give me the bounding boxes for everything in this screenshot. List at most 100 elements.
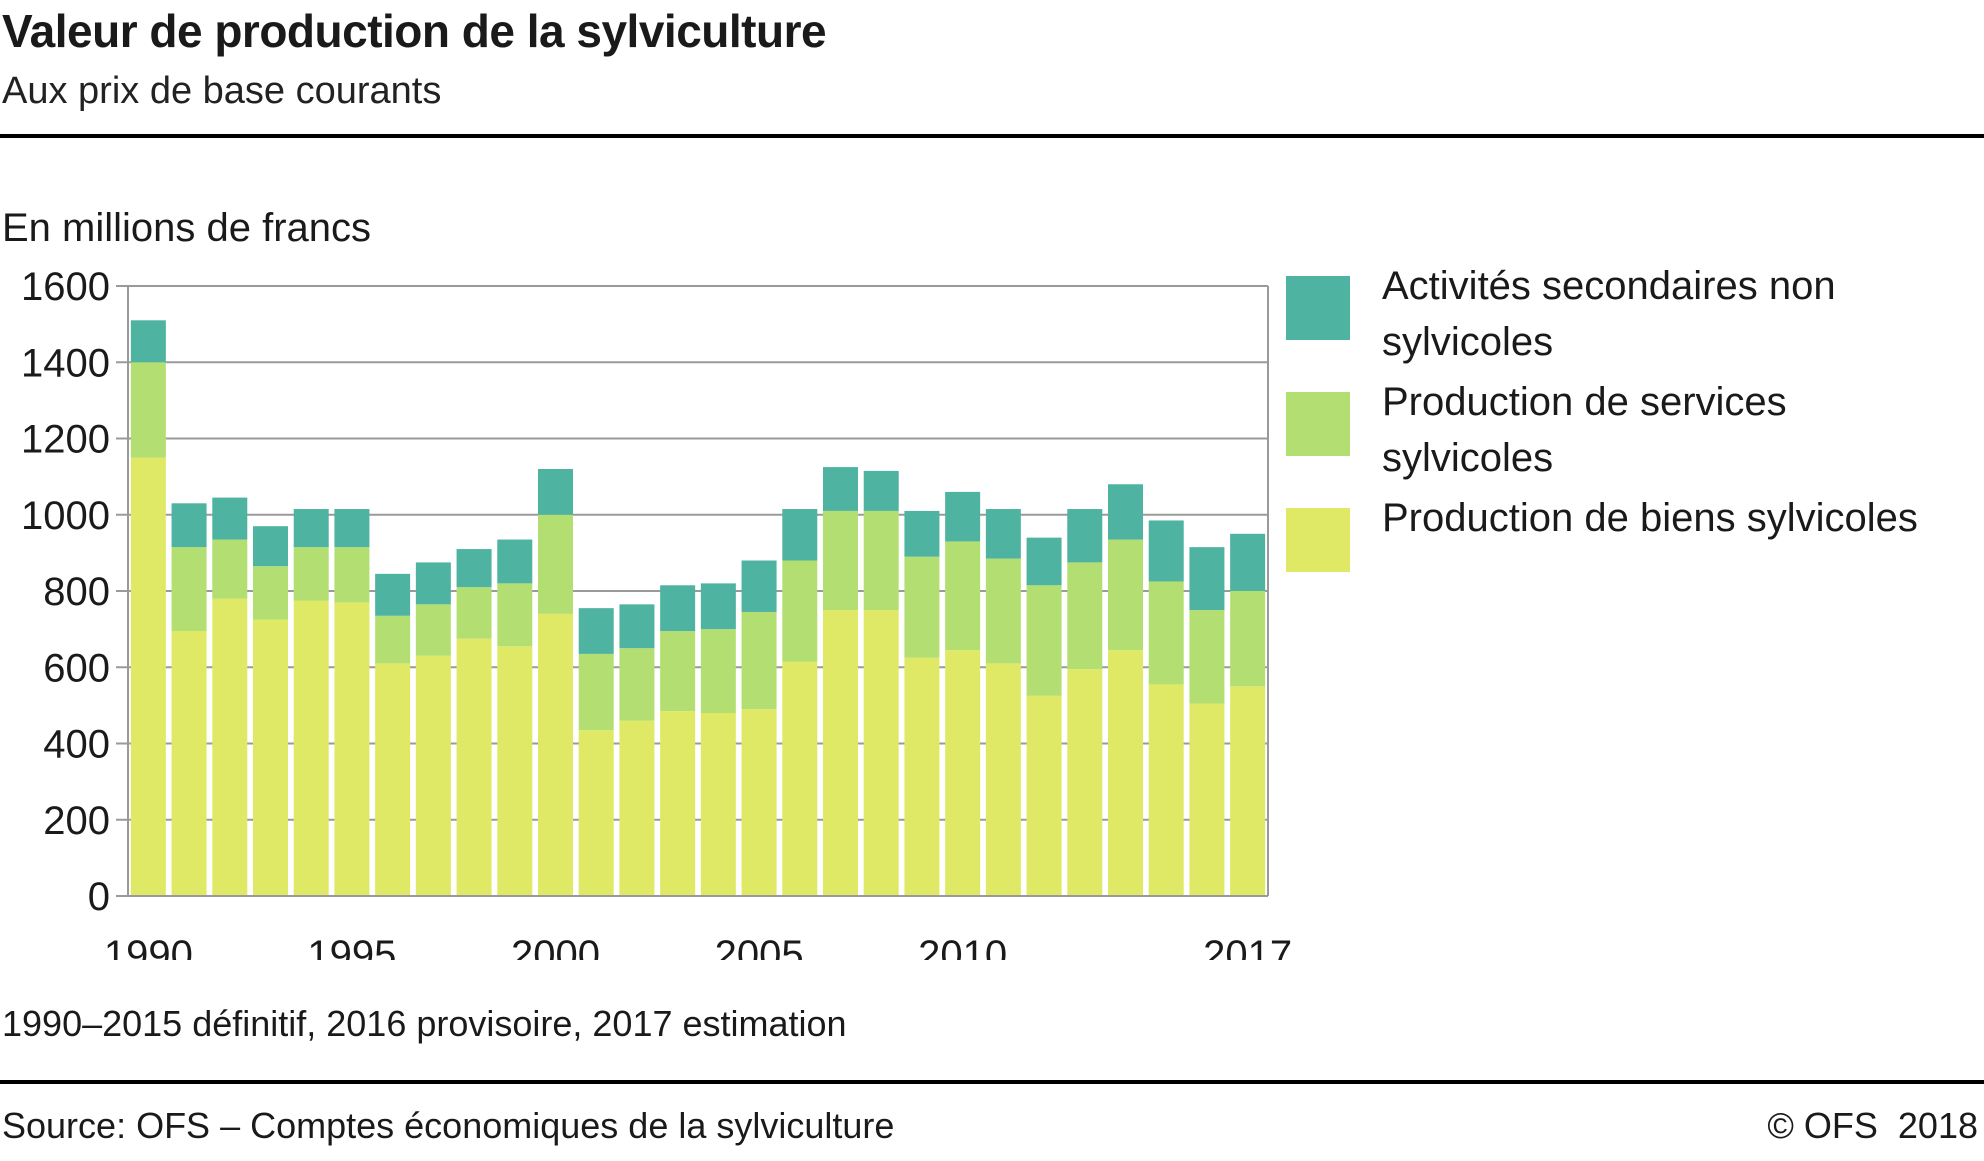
bar-production-de-biens-sylvicoles-2007 <box>823 610 858 896</box>
bar-production-de-services-sylvicoles-2011 <box>985 558 1021 664</box>
y-tick-label-1000: 1000 <box>21 494 110 538</box>
bar-activites-secondaires-non-sylvicoles-2015 <box>1148 520 1184 582</box>
bar-production-de-services-sylvicoles-2001 <box>578 653 614 731</box>
chart-subtitle: Aux prix de base courants <box>2 70 442 112</box>
bar-production-de-services-sylvicoles-2002 <box>619 648 655 721</box>
bar-production-de-services-sylvicoles-1995 <box>334 547 370 603</box>
x-tick-label-1990: 1990 <box>104 933 193 960</box>
bar-activites-secondaires-non-sylvicoles-2009 <box>904 510 940 557</box>
bar-chart: 0 200 400 600 800 1000 1200 1400 1600 1990 1995 200… <box>21 265 1292 960</box>
bar-activites-secondaires-non-sylvicoles-1999 <box>497 539 533 584</box>
y-tick-label-1200: 1200 <box>21 418 110 462</box>
bar-activites-secondaires-non-sylvicoles-2008 <box>863 470 899 511</box>
x-tick-label-2000: 2000 <box>511 933 600 960</box>
bar-production-de-services-sylvicoles-2010 <box>945 541 981 651</box>
y-tick-label-200: 200 <box>43 799 110 843</box>
bar-production-de-services-sylvicoles-1996 <box>375 615 411 664</box>
legend-label-activites: Activités secondaires non sylvicoles <box>1382 264 1836 364</box>
bar-production-de-services-sylvicoles-2009 <box>904 556 940 658</box>
bar-activites-secondaires-non-sylvicoles-2000 <box>538 469 573 515</box>
bar-production-de-biens-sylvicoles-2015 <box>1148 684 1184 896</box>
bar-activites-secondaires-non-sylvicoles-1998 <box>456 549 492 588</box>
bar-activites-secondaires-non-sylvicoles-2005 <box>741 560 777 612</box>
legend-item-services: Production de services sylvicoles <box>1286 374 1976 490</box>
bar-activites-secondaires-non-sylvicoles-2003 <box>660 585 696 632</box>
y-tick-label-800: 800 <box>43 570 110 614</box>
x-tick-label-2010: 2010 <box>918 933 1007 960</box>
bar-activites-secondaires-non-sylvicoles-2017 <box>1230 533 1266 591</box>
bar-production-de-biens-sylvicoles-2014 <box>1108 650 1143 896</box>
bar-production-de-biens-sylvicoles-2003 <box>660 711 696 896</box>
bar-production-de-biens-sylvicoles-2002 <box>619 720 655 896</box>
bar-production-de-services-sylvicoles-2012 <box>1026 585 1062 696</box>
top-rule <box>0 134 1984 138</box>
bar-activites-secondaires-non-sylvicoles-2001 <box>578 608 614 654</box>
bar-production-de-biens-sylvicoles-1997 <box>415 655 451 896</box>
chart-title: Valeur de production de la sylviculture <box>2 5 827 57</box>
bar-production-de-biens-sylvicoles-1998 <box>456 638 492 896</box>
bar-production-de-services-sylvicoles-2016 <box>1189 610 1225 704</box>
bar-production-de-services-sylvicoles-1990 <box>130 362 166 458</box>
bar-production-de-services-sylvicoles-2000 <box>538 514 573 614</box>
bar-production-de-biens-sylvicoles-2001 <box>578 730 614 896</box>
bar-production-de-services-sylvicoles-2003 <box>660 631 696 712</box>
bar-activites-secondaires-non-sylvicoles-1992 <box>212 497 248 540</box>
bar-production-de-biens-sylvicoles-2008 <box>863 610 899 896</box>
legend-label-services: Production de services sylvicoles <box>1382 380 1787 480</box>
source-text: Source: OFS – Comptes économiques de la … <box>2 1105 895 1146</box>
legend-swatch-services <box>1286 392 1350 456</box>
bar-production-de-biens-sylvicoles-2016 <box>1189 703 1225 896</box>
bar-activites-secondaires-non-sylvicoles-2010 <box>945 491 981 542</box>
bar-activites-secondaires-non-sylvicoles-2016 <box>1189 547 1225 611</box>
x-tick-label-2017: 2017 <box>1203 933 1292 960</box>
bar-activites-secondaires-non-sylvicoles-2004 <box>700 583 736 630</box>
bar-production-de-biens-sylvicoles-2017 <box>1230 686 1266 896</box>
bar-production-de-biens-sylvicoles-2009 <box>904 657 940 896</box>
bar-production-de-services-sylvicoles-1992 <box>212 539 248 599</box>
bar-production-de-services-sylvicoles-2006 <box>782 560 818 662</box>
legend-label-biens: Production de biens sylvicoles <box>1382 496 1918 540</box>
y-tick-label-1400: 1400 <box>21 341 110 385</box>
bar-production-de-services-sylvicoles-2007 <box>823 510 858 611</box>
bar-production-de-biens-sylvicoles-1995 <box>334 602 370 896</box>
bar-production-de-biens-sylvicoles-1993 <box>253 619 288 896</box>
bar-production-de-biens-sylvicoles-2005 <box>741 709 777 896</box>
bar-activites-secondaires-non-sylvicoles-2014 <box>1108 484 1143 540</box>
bar-activites-secondaires-non-sylvicoles-1995 <box>334 509 370 548</box>
legend-item-biens: Production de biens sylvicoles <box>1286 490 1976 606</box>
bar-activites-secondaires-non-sylvicoles-2011 <box>985 509 1021 559</box>
bar-production-de-services-sylvicoles-2014 <box>1108 539 1143 651</box>
bottom-rule <box>0 1080 1984 1084</box>
bar-production-de-services-sylvicoles-1994 <box>293 547 329 601</box>
bar-production-de-biens-sylvicoles-2004 <box>700 713 736 896</box>
y-axis-unit-label: En millions de francs <box>2 206 372 250</box>
bar-production-de-services-sylvicoles-2005 <box>741 611 777 710</box>
bar-activites-secondaires-non-sylvicoles-1991 <box>171 503 207 548</box>
bar-production-de-biens-sylvicoles-2012 <box>1026 695 1062 896</box>
bar-production-de-services-sylvicoles-2008 <box>863 510 899 611</box>
bar-activites-secondaires-non-sylvicoles-2013 <box>1067 509 1103 563</box>
bar-activites-secondaires-non-sylvicoles-2006 <box>782 509 818 561</box>
legend-item-activites: Activités secondaires non sylvicoles <box>1286 258 1976 374</box>
bar-activites-secondaires-non-sylvicoles-1993 <box>253 526 288 567</box>
bar-production-de-services-sylvicoles-2013 <box>1067 562 1103 670</box>
bar-production-de-services-sylvicoles-2004 <box>700 629 736 713</box>
bar-production-de-biens-sylvicoles-1991 <box>171 631 207 896</box>
bar-activites-secondaires-non-sylvicoles-2007 <box>823 467 858 511</box>
bar-production-de-biens-sylvicoles-2011 <box>985 663 1021 896</box>
y-tick-label-1600: 1600 <box>21 265 110 309</box>
x-tick-label-2005: 2005 <box>715 933 804 960</box>
x-tick-label-1995: 1995 <box>307 933 396 960</box>
bar-production-de-services-sylvicoles-1999 <box>497 583 533 647</box>
bar-production-de-biens-sylvicoles-1996 <box>375 663 411 896</box>
copyright-text: © OFS 2018 <box>1767 1105 1978 1146</box>
legend-swatch-biens <box>1286 508 1350 572</box>
data-status-note: 1990–2015 définitif, 2016 provisoire, 20… <box>2 1003 847 1044</box>
bar-production-de-biens-sylvicoles-2000 <box>538 613 573 896</box>
bar-production-de-services-sylvicoles-1997 <box>415 604 451 656</box>
bar-production-de-biens-sylvicoles-1999 <box>497 646 533 896</box>
y-tick-label-400: 400 <box>43 723 110 767</box>
y-tick-label-600: 600 <box>43 646 110 690</box>
legend: Activités secondaires non sylvicoles Pro… <box>1286 258 1976 606</box>
bar-activites-secondaires-non-sylvicoles-2002 <box>619 604 655 649</box>
